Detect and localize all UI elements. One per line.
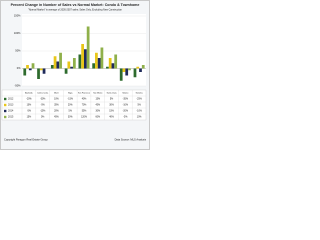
table-cell: -5%	[123, 117, 127, 119]
table-cell: -10%	[123, 105, 128, 107]
table-cell: 55%	[82, 111, 87, 113]
bar	[122, 68, 126, 72]
legend-swatch	[4, 97, 7, 101]
bar	[108, 58, 112, 69]
y-tick-label: 150%	[14, 14, 21, 18]
y-tick-label: -50%	[14, 84, 21, 88]
table-cell: 5%	[110, 99, 113, 101]
footer-left: Copyright Paragon Real Estate Group	[4, 138, 48, 142]
table-cell: -25%	[136, 99, 141, 101]
legend-label: 2012	[8, 98, 14, 101]
legend-label: 2015	[8, 116, 14, 119]
table-cell: 10%	[54, 99, 59, 101]
table-cell: 70%	[82, 105, 87, 107]
footer-right: Data Source: MLS Analysis	[115, 138, 147, 142]
bar	[139, 68, 142, 72]
bar	[100, 47, 104, 69]
table-cell: 20%	[68, 105, 73, 107]
bar	[26, 65, 29, 69]
table-cell: 35%	[54, 105, 59, 107]
table-cell: -30%	[40, 99, 45, 101]
table-cell: 60%	[95, 117, 100, 119]
bar	[97, 58, 101, 69]
legend-swatch	[4, 103, 7, 107]
legend-label: 2014	[8, 110, 14, 113]
table-cell: -20%	[123, 111, 128, 113]
table-cell: 45%	[95, 105, 100, 107]
bar	[28, 68, 32, 71]
x-tick-label: Santa Clara	[107, 92, 118, 95]
table-cell: 30%	[95, 111, 100, 113]
chart-subtitle: "Normal Market" is average of 2005-2007 …	[28, 9, 123, 12]
bar	[31, 63, 35, 69]
x-tick-label: Marin	[54, 92, 59, 95]
bar	[136, 66, 140, 69]
bar	[114, 54, 118, 69]
bar	[64, 68, 68, 74]
bar	[125, 68, 129, 76]
table-cell: 15%	[95, 99, 100, 101]
bar	[84, 49, 87, 69]
bar	[86, 26, 90, 69]
table-cell: 40%	[109, 117, 114, 119]
table-cell: -5%	[27, 111, 31, 113]
bar	[70, 66, 73, 69]
bar	[92, 63, 96, 69]
y-tick-label: 0%	[17, 66, 21, 70]
x-tick-label: Alameda	[25, 92, 33, 95]
x-tick-label: Napa	[68, 93, 73, 95]
bar	[39, 68, 43, 71]
chart: Percent Change in Number of Sales vs Nor…	[0, 0, 150, 150]
bar	[111, 63, 115, 69]
bar	[141, 65, 145, 69]
legend-label: 2013	[8, 104, 14, 107]
bar	[50, 65, 54, 69]
x-tick-label: Contra Costa	[37, 92, 49, 95]
table-cell: 120%	[81, 117, 87, 119]
bar	[42, 68, 46, 74]
bar	[106, 66, 109, 69]
table-cell: -15%	[40, 111, 45, 113]
table-cell: 30%	[109, 105, 114, 107]
legend-swatch	[4, 109, 7, 113]
bar	[133, 68, 137, 78]
table-cell: -5%	[41, 105, 45, 107]
x-tick-label: San Mateo	[93, 92, 102, 95]
table-cell: -15%	[68, 99, 73, 101]
x-tick-label: San Francisco	[78, 92, 90, 95]
table-cell: 20%	[54, 111, 59, 113]
legend-swatch	[4, 115, 7, 119]
bar	[37, 68, 40, 79]
bar	[95, 52, 98, 69]
table-cell: 40%	[82, 99, 87, 101]
bar	[119, 68, 123, 81]
table-cell: 10%	[137, 117, 142, 119]
table-cell: 30%	[68, 117, 73, 119]
x-tick-label: Sonoma	[136, 93, 144, 95]
bar	[128, 68, 131, 71]
table-cell: 15%	[109, 111, 114, 113]
y-tick-label: 50%	[15, 49, 21, 53]
table-cell: 0%	[41, 117, 44, 119]
bar	[78, 54, 82, 69]
table-cell: 5%	[137, 105, 140, 107]
table-cell: 5%	[69, 111, 72, 113]
bar	[67, 61, 71, 69]
table-cell: -35%	[123, 99, 128, 101]
x-tick-label: Solano	[122, 93, 128, 95]
table-cell: 10%	[27, 105, 32, 107]
bar	[23, 68, 27, 76]
bar	[59, 52, 62, 69]
chart-title: Percent Change in Number of Sales vs Nor…	[11, 3, 140, 7]
bar	[81, 44, 84, 69]
bar	[72, 58, 76, 69]
table-bg	[1, 89, 147, 121]
bar	[53, 56, 57, 69]
table-cell: -10%	[136, 111, 141, 113]
bar	[56, 61, 60, 69]
table-cell: 45%	[54, 117, 59, 119]
table-cell: 15%	[27, 117, 32, 119]
table-cell: -20%	[26, 99, 31, 101]
y-tick-label: 100%	[14, 31, 21, 35]
